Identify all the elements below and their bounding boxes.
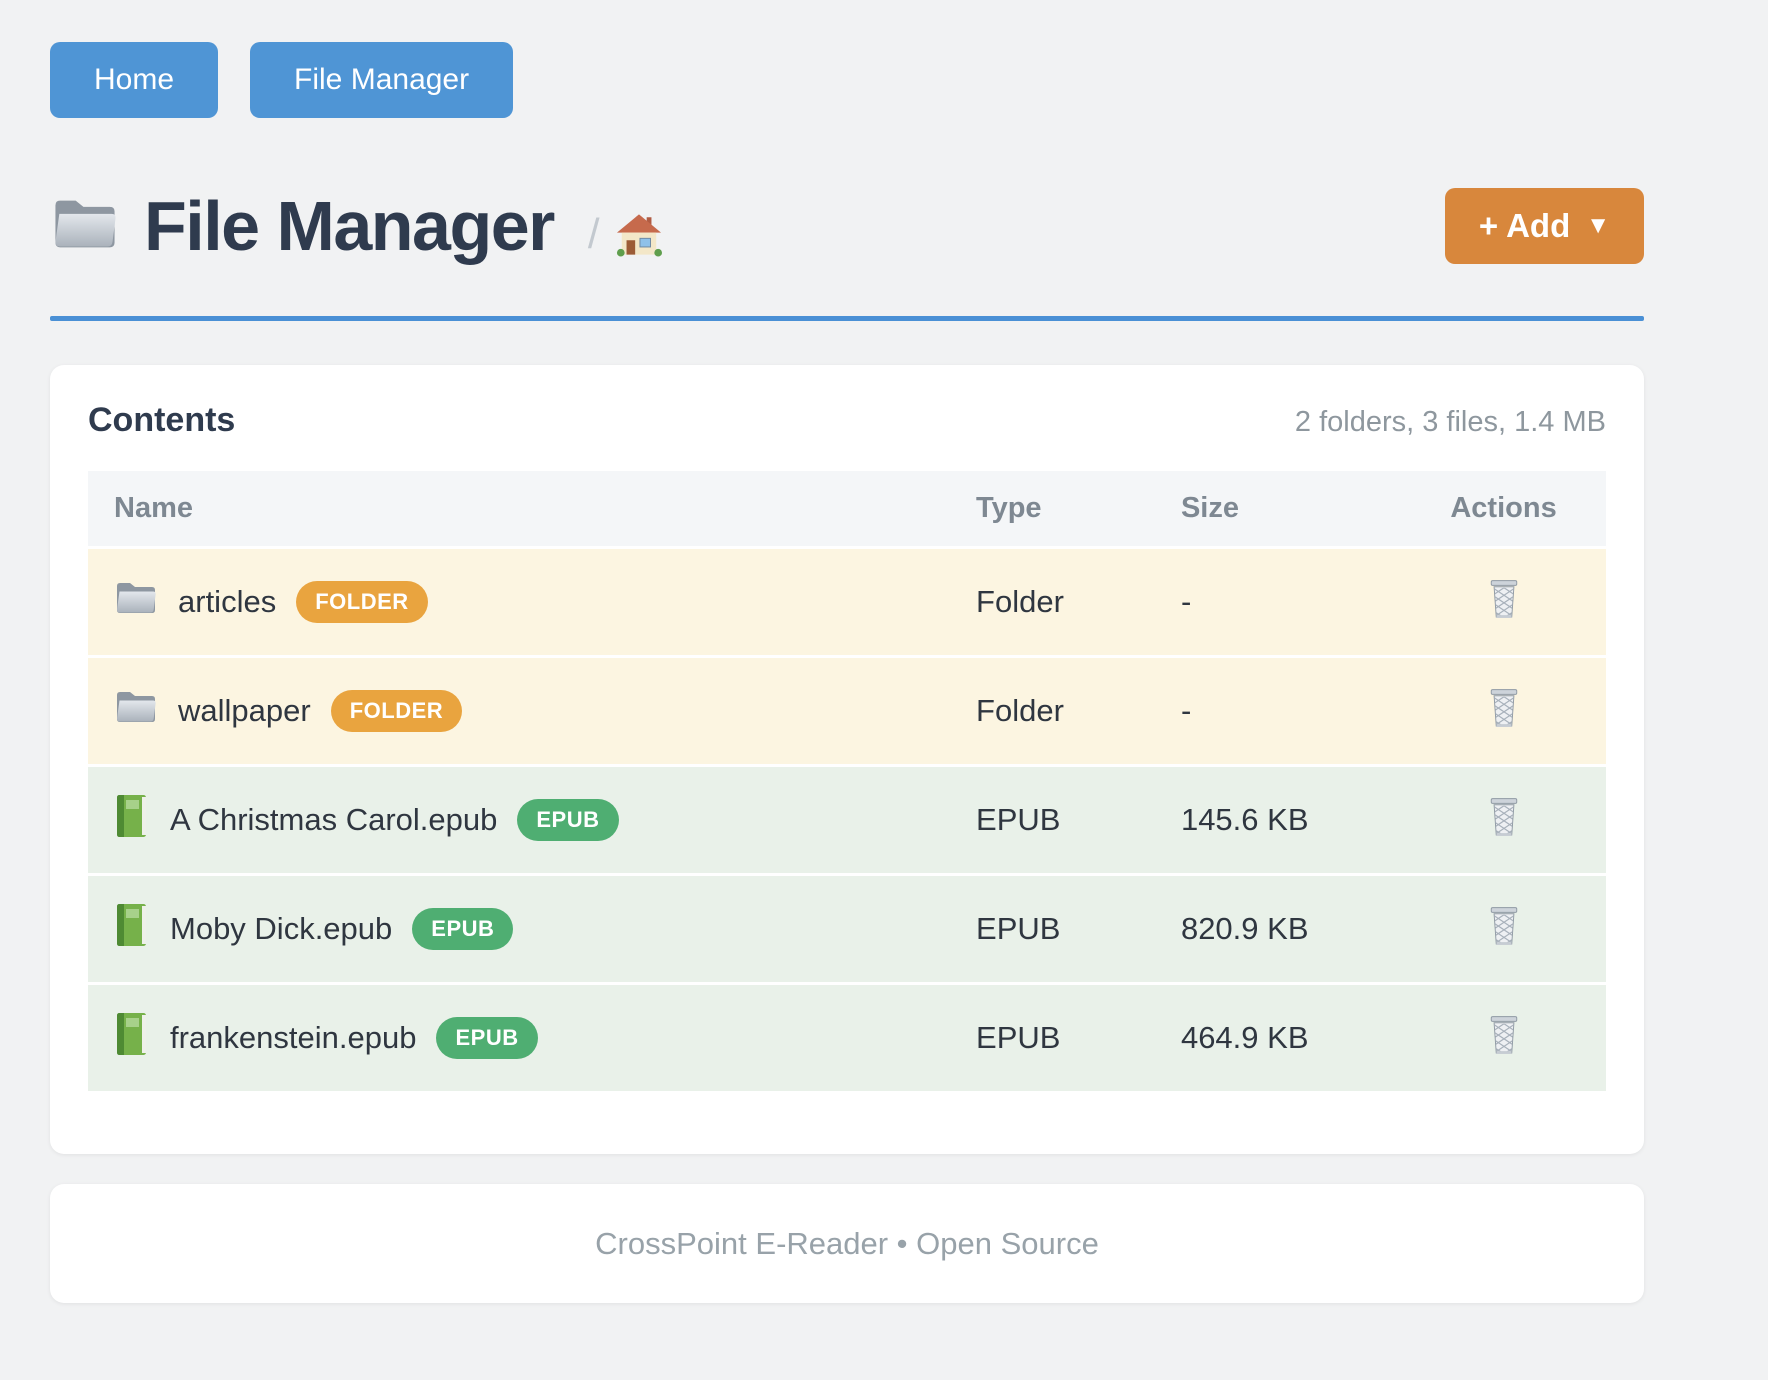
table-row: articles FOLDER Folder - (88, 549, 1606, 655)
page-title: File Manager (144, 187, 555, 265)
footer-text: CrossPoint E-Reader • Open Source (595, 1225, 1099, 1261)
header-divider (50, 316, 1644, 321)
type-badge: EPUB (436, 1017, 538, 1059)
size-cell: 820.9 KB (1180, 876, 1402, 982)
type-cell: EPUB (976, 767, 1181, 873)
table-row: frankenstein.epub EPUB EPUB 464.9 KB (88, 985, 1606, 1091)
table-header-row: Name Type Size Actions (88, 471, 1606, 546)
delete-button[interactable] (1481, 683, 1527, 738)
footer: CrossPoint E-Reader • Open Source (50, 1184, 1644, 1303)
type-cell: Folder (976, 549, 1181, 655)
contents-summary: 2 folders, 3 files, 1.4 MB (1294, 406, 1606, 438)
size-cell: - (1180, 658, 1402, 764)
top-nav: Home File Manager (50, 42, 1644, 118)
size-cell: 145.6 KB (1180, 767, 1402, 873)
folder-icon (114, 689, 158, 733)
column-header-size: Size (1180, 471, 1402, 546)
contents-title: Contents (88, 401, 236, 439)
trash-icon (1487, 1016, 1521, 1061)
contents-card: Contents 2 folders, 3 files, 1.4 MB Name… (50, 365, 1644, 1154)
folder-name-link[interactable]: articles (178, 584, 277, 619)
trash-icon (1487, 689, 1521, 734)
folder-icon (50, 196, 120, 257)
book-icon (114, 793, 150, 847)
book-icon (114, 1011, 150, 1065)
page: Home File Manager File Manager / (50, 0, 1644, 1303)
caret-down-icon: ▼ (1586, 212, 1610, 239)
folder-name-link[interactable]: wallpaper (178, 693, 311, 728)
size-cell: - (1180, 549, 1402, 655)
delete-button[interactable] (1481, 901, 1527, 956)
file-name-link[interactable]: frankenstein.epub (170, 1020, 417, 1055)
type-cell: EPUB (976, 876, 1181, 982)
delete-button[interactable] (1481, 574, 1527, 629)
breadcrumb: / (588, 210, 662, 258)
home-icon[interactable] (616, 212, 662, 257)
trash-icon (1487, 798, 1521, 843)
size-cell: 464.9 KB (1180, 985, 1402, 1091)
table-row: A Christmas Carol.epub EPUB EPUB 145.6 K… (88, 767, 1606, 873)
file-name-link[interactable]: Moby Dick.epub (170, 911, 393, 946)
delete-button[interactable] (1481, 792, 1527, 847)
delete-button[interactable] (1481, 1010, 1527, 1065)
type-cell: Folder (976, 658, 1181, 764)
file-name-link[interactable]: A Christmas Carol.epub (170, 802, 498, 837)
add-button[interactable]: + Add ▼ (1444, 188, 1644, 264)
type-badge: EPUB (517, 799, 619, 841)
type-badge: FOLDER (330, 690, 463, 732)
book-icon (114, 902, 150, 956)
type-badge: FOLDER (296, 581, 428, 623)
file-table: Name Type Size Actions (88, 468, 1606, 1094)
page-header: File Manager / + Add ▼ (50, 188, 1644, 264)
table-row: wallpaper FOLDER Folder - (88, 658, 1606, 764)
trash-icon (1487, 907, 1521, 952)
breadcrumb-separator: / (587, 210, 600, 257)
home-button[interactable]: Home (50, 42, 219, 118)
file-manager-button[interactable]: File Manager (250, 42, 514, 118)
type-badge: EPUB (412, 908, 514, 950)
folder-icon (114, 580, 158, 624)
type-cell: EPUB (976, 985, 1181, 1091)
contents-header: Contents 2 folders, 3 files, 1.4 MB (88, 401, 1606, 440)
table-row: Moby Dick.epub EPUB EPUB 820.9 KB (88, 876, 1606, 982)
column-header-type: Type (976, 471, 1181, 546)
column-header-actions: Actions (1401, 471, 1606, 546)
add-button-label: + Add (1478, 207, 1571, 244)
column-header-name: Name (88, 471, 977, 546)
trash-icon (1487, 580, 1521, 625)
